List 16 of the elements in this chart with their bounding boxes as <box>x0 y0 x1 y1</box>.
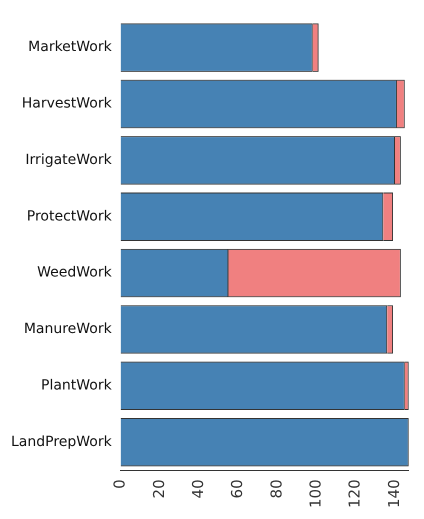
x-tick-label: 140 <box>384 479 403 508</box>
y-tick-label: HarvestWork <box>22 96 113 112</box>
x-tick-label: 40 <box>188 479 207 498</box>
x-tick-label: 80 <box>267 479 286 498</box>
x-tick-label: 20 <box>150 479 168 498</box>
x-tick-label: 100 <box>306 479 325 508</box>
y-tick-label: IrrigateWork <box>25 152 113 168</box>
y-tick-label: ProtectWork <box>26 208 113 224</box>
y-tick-label: PlantWork <box>41 377 113 394</box>
x-tick-label: 120 <box>346 479 364 508</box>
y-tick-label: WeedWork <box>37 264 113 281</box>
x-tick-label: 0 <box>110 479 129 489</box>
y-tick-label: MarketWork <box>28 39 113 56</box>
y-tick-label: ManureWork <box>24 321 113 338</box>
x-tick-label: 60 <box>228 479 246 498</box>
y-tick-label: LandPrepWork <box>11 434 113 450</box>
